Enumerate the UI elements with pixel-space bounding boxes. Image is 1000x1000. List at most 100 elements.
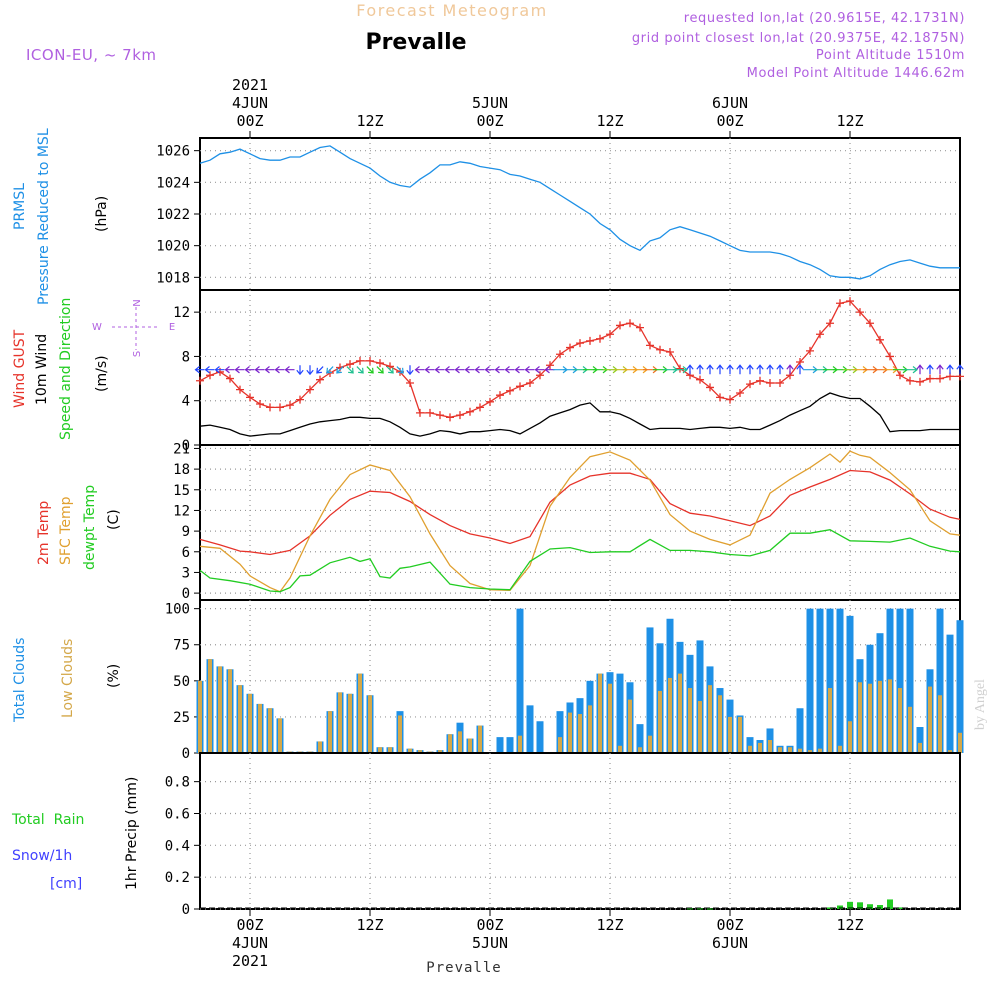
total-cloud-bar (896, 608, 904, 753)
top-time-label: 4JUN (232, 94, 268, 112)
low-cloud-bar (198, 680, 202, 753)
gust-marker (926, 374, 934, 383)
low-cloud-bar (698, 701, 702, 753)
wind-arrow (444, 366, 455, 374)
total-cloud-bar (816, 608, 824, 753)
low-cloud-bar (688, 688, 692, 753)
series-line-dewpt-temp (199, 529, 961, 593)
point-altitude: Point Altitude 1510m (816, 48, 965, 63)
wind-gust-label: Wind GUST (12, 329, 28, 408)
total-cloud-bar (956, 620, 964, 753)
wind-arrow (903, 366, 918, 374)
low-cloud-bar (948, 750, 952, 753)
low-cloud-bar (628, 699, 632, 753)
top-time-label: 5JUN (472, 94, 508, 112)
low-cloud-bar (408, 748, 412, 753)
gust-marker (236, 385, 244, 394)
wind-unit-label: (m/s) (94, 355, 110, 392)
gust-marker (506, 386, 514, 395)
top-time-label: 6JUN (712, 94, 748, 112)
gust-marker (766, 379, 774, 387)
gust-marker (596, 334, 604, 343)
rain-bar (897, 907, 903, 909)
wind-arrow (424, 366, 435, 374)
total-cloud-bar (696, 640, 704, 753)
rain-bar (707, 908, 713, 910)
low-cloud-bar (768, 740, 772, 753)
dewpt-label: dewpt Temp (82, 485, 98, 570)
low-cloud-bar (398, 715, 402, 753)
t2m-label: 2m Temp (36, 501, 52, 565)
low-cloud-bar (938, 695, 942, 753)
watermark: by Angel (973, 679, 988, 730)
gust-marker (476, 403, 484, 412)
top-time-label: 00Z (716, 112, 743, 130)
wind-arrow (406, 365, 414, 376)
wind-arrow (284, 366, 295, 374)
gust-marker (526, 379, 534, 387)
gust-marker (566, 343, 574, 352)
wind-arrow (254, 366, 265, 374)
wind-arrow (214, 366, 225, 374)
ytick-label: 75 (173, 638, 190, 654)
low-cloud-bar (878, 680, 882, 753)
gust-marker (546, 361, 554, 370)
low-cloud-bar (328, 711, 332, 753)
wind-arrow (474, 366, 485, 374)
gust-marker (846, 297, 854, 306)
gust-marker (626, 319, 634, 328)
bottom-time-label: 00Z (716, 916, 743, 934)
total-cloud-bar (916, 727, 924, 753)
gust-marker (296, 395, 304, 404)
gust-marker (736, 388, 744, 397)
wind-arrow (366, 366, 374, 374)
gust-marker (276, 403, 284, 412)
wind-arrow (194, 366, 205, 374)
low-cloud-bar (218, 666, 222, 753)
gust-marker (426, 408, 434, 417)
gust-marker (816, 330, 824, 339)
low-cloud-bar (248, 693, 252, 753)
low-cloud-bar (848, 721, 852, 753)
gust-marker (266, 403, 274, 412)
panel-frame (199, 444, 961, 601)
wind-arrow (776, 364, 784, 375)
gust-marker (206, 371, 214, 380)
gust-marker (756, 376, 764, 385)
gust-marker (286, 401, 294, 410)
wind-arrow (504, 366, 515, 374)
low-cloud-bar (858, 682, 862, 753)
low-cloud-bar (468, 738, 472, 753)
ytick-label: 100 (165, 602, 190, 618)
low-cloud-bar (318, 741, 322, 753)
gust-marker (196, 376, 204, 385)
low-cloud-bar (808, 750, 812, 753)
ytick-label: 0.2 (165, 870, 190, 886)
model-altitude: Model Point Altitude 1446.62m (747, 66, 965, 81)
gust-marker (886, 352, 894, 361)
footer-station-name: Prevalle (426, 960, 501, 976)
gust-marker (916, 377, 924, 386)
gust-marker (306, 385, 314, 394)
low-cloud-bar (268, 708, 272, 753)
wind-arrow (336, 366, 344, 374)
total-cloud-bar (826, 608, 834, 753)
low-cloud-bar (458, 731, 462, 753)
top-time-label: 12Z (596, 112, 623, 130)
wind-arrow (514, 366, 525, 374)
ytick-label: 0.8 (165, 775, 190, 791)
low-cloud-bar (898, 688, 902, 753)
low-cloud-bar (798, 748, 802, 753)
low-cloud-bar (918, 742, 922, 753)
compass-icon: N S W E (92, 299, 175, 357)
tsfc-label: SFC Temp (58, 496, 74, 565)
wind-arrow (756, 364, 764, 375)
series-line-10m-wind (199, 392, 960, 437)
wind-arrow (346, 366, 354, 374)
total-cloud-bar (556, 711, 564, 753)
rain-label: Total Rain (11, 812, 84, 828)
bottom-time-label: 12Z (836, 916, 863, 934)
bottom-time-label: 5JUN (472, 934, 508, 952)
low-cloud-bar (788, 747, 792, 753)
low-cloud-bar (738, 716, 742, 753)
